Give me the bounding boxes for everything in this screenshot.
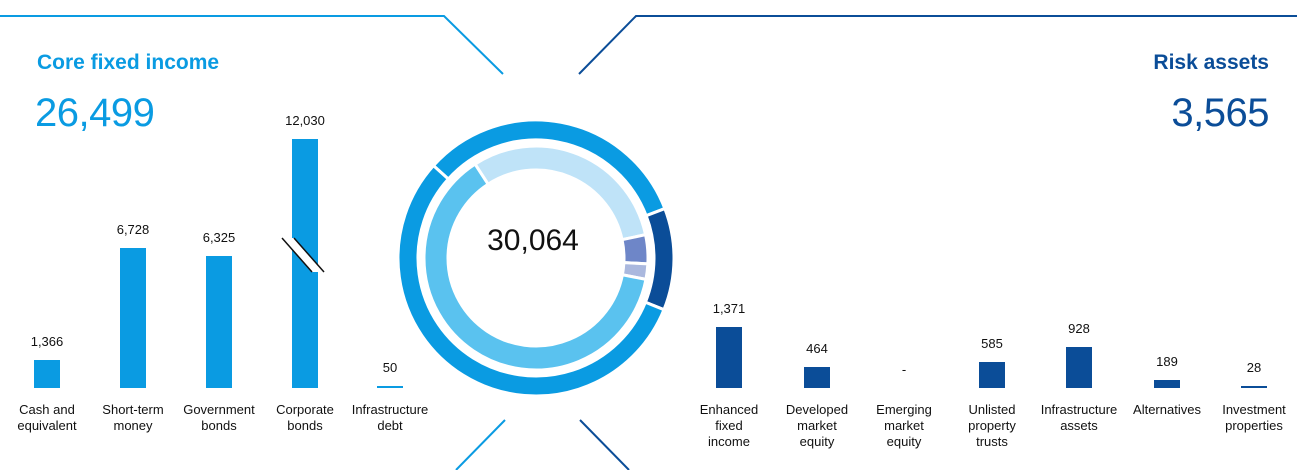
core-section-total: 26,499: [35, 91, 155, 135]
category-label-investment-properties: Investment properties: [1222, 402, 1286, 433]
bar-cash-and-equivalent: [34, 359, 60, 388]
bar-infrastructure-assets: [1066, 346, 1092, 388]
axis-break-mark: [281, 237, 325, 273]
bar-enhanced-fixed-income: [716, 327, 742, 388]
donut-outer-segment-core-b: [398, 163, 666, 396]
category-label-unlisted-property-trusts: Unlisted property trusts: [968, 402, 1016, 449]
value-label-cash-and-equivalent: 1,366: [30, 333, 64, 349]
bar-investment-properties: [1241, 386, 1267, 388]
category-label-alternatives: Alternatives: [1133, 402, 1201, 417]
donut-outer-segment-risk: [643, 206, 674, 312]
risk-connector-top: [578, 15, 1297, 75]
bar-infrastructure-debt: [377, 386, 403, 388]
category-label-infrastructure-assets: Infrastructure assets: [1040, 402, 1118, 433]
value-label-enhanced-fixed-income: 1,371: [712, 301, 746, 317]
donut-inner-segment-main: [422, 161, 648, 372]
category-label-infrastructure-debt: Infrastructure debt: [351, 402, 429, 433]
bar-developed-market-equity: [804, 367, 830, 388]
core-connector-bottom: [455, 419, 506, 470]
donut-outer-ring: [398, 120, 674, 396]
donut-inner-segment-mid-a: [620, 232, 650, 266]
category-label-emerging-market-equity: Emerging market equity: [876, 402, 932, 449]
risk-connector-bottom: [579, 419, 630, 470]
category-label-enhanced-fixed-income: Enhanced fixed income: [699, 402, 759, 449]
category-label-developed-market-equity: Developed market equity: [785, 402, 849, 449]
value-label-infrastructure-assets: 928: [1068, 320, 1090, 336]
value-label-government-bonds: 6,325: [202, 230, 236, 246]
allocation-donut: [398, 120, 674, 396]
risk-section-total: 3,565: [1171, 91, 1269, 135]
category-label-cash-and-equivalent: Cash and equivalent: [17, 402, 77, 433]
donut-total: 30,064: [487, 224, 579, 257]
value-label-short-term-money: 6,728: [116, 221, 150, 237]
value-label-alternatives: 189: [1156, 353, 1178, 369]
value-label-developed-market-equity: 464: [806, 341, 828, 357]
core-connector-top: [0, 15, 504, 75]
core-section-title: Core fixed income: [37, 51, 220, 74]
bar-unlisted-property-trusts: [979, 362, 1005, 388]
value-label-unlisted-property-trusts: 585: [981, 336, 1003, 352]
category-label-corporate-bonds: Corporate bonds: [276, 402, 334, 433]
risk-section-title: Risk assets: [1153, 51, 1269, 74]
bar-government-bonds: [206, 256, 232, 388]
category-label-short-term-money: Short-term money: [102, 402, 164, 433]
value-label-emerging-market-equity: -: [901, 362, 907, 377]
value-label-infrastructure-debt: 50: [382, 360, 398, 375]
category-label-government-bonds: Government bonds: [183, 402, 255, 433]
donut-inner-ring: [422, 144, 650, 372]
bar-short-term-money: [120, 247, 146, 388]
value-label-investment-properties: 28: [1246, 360, 1262, 375]
bar-alternatives: [1154, 379, 1180, 388]
value-label-corporate-bonds: 12,030: [285, 113, 325, 128]
